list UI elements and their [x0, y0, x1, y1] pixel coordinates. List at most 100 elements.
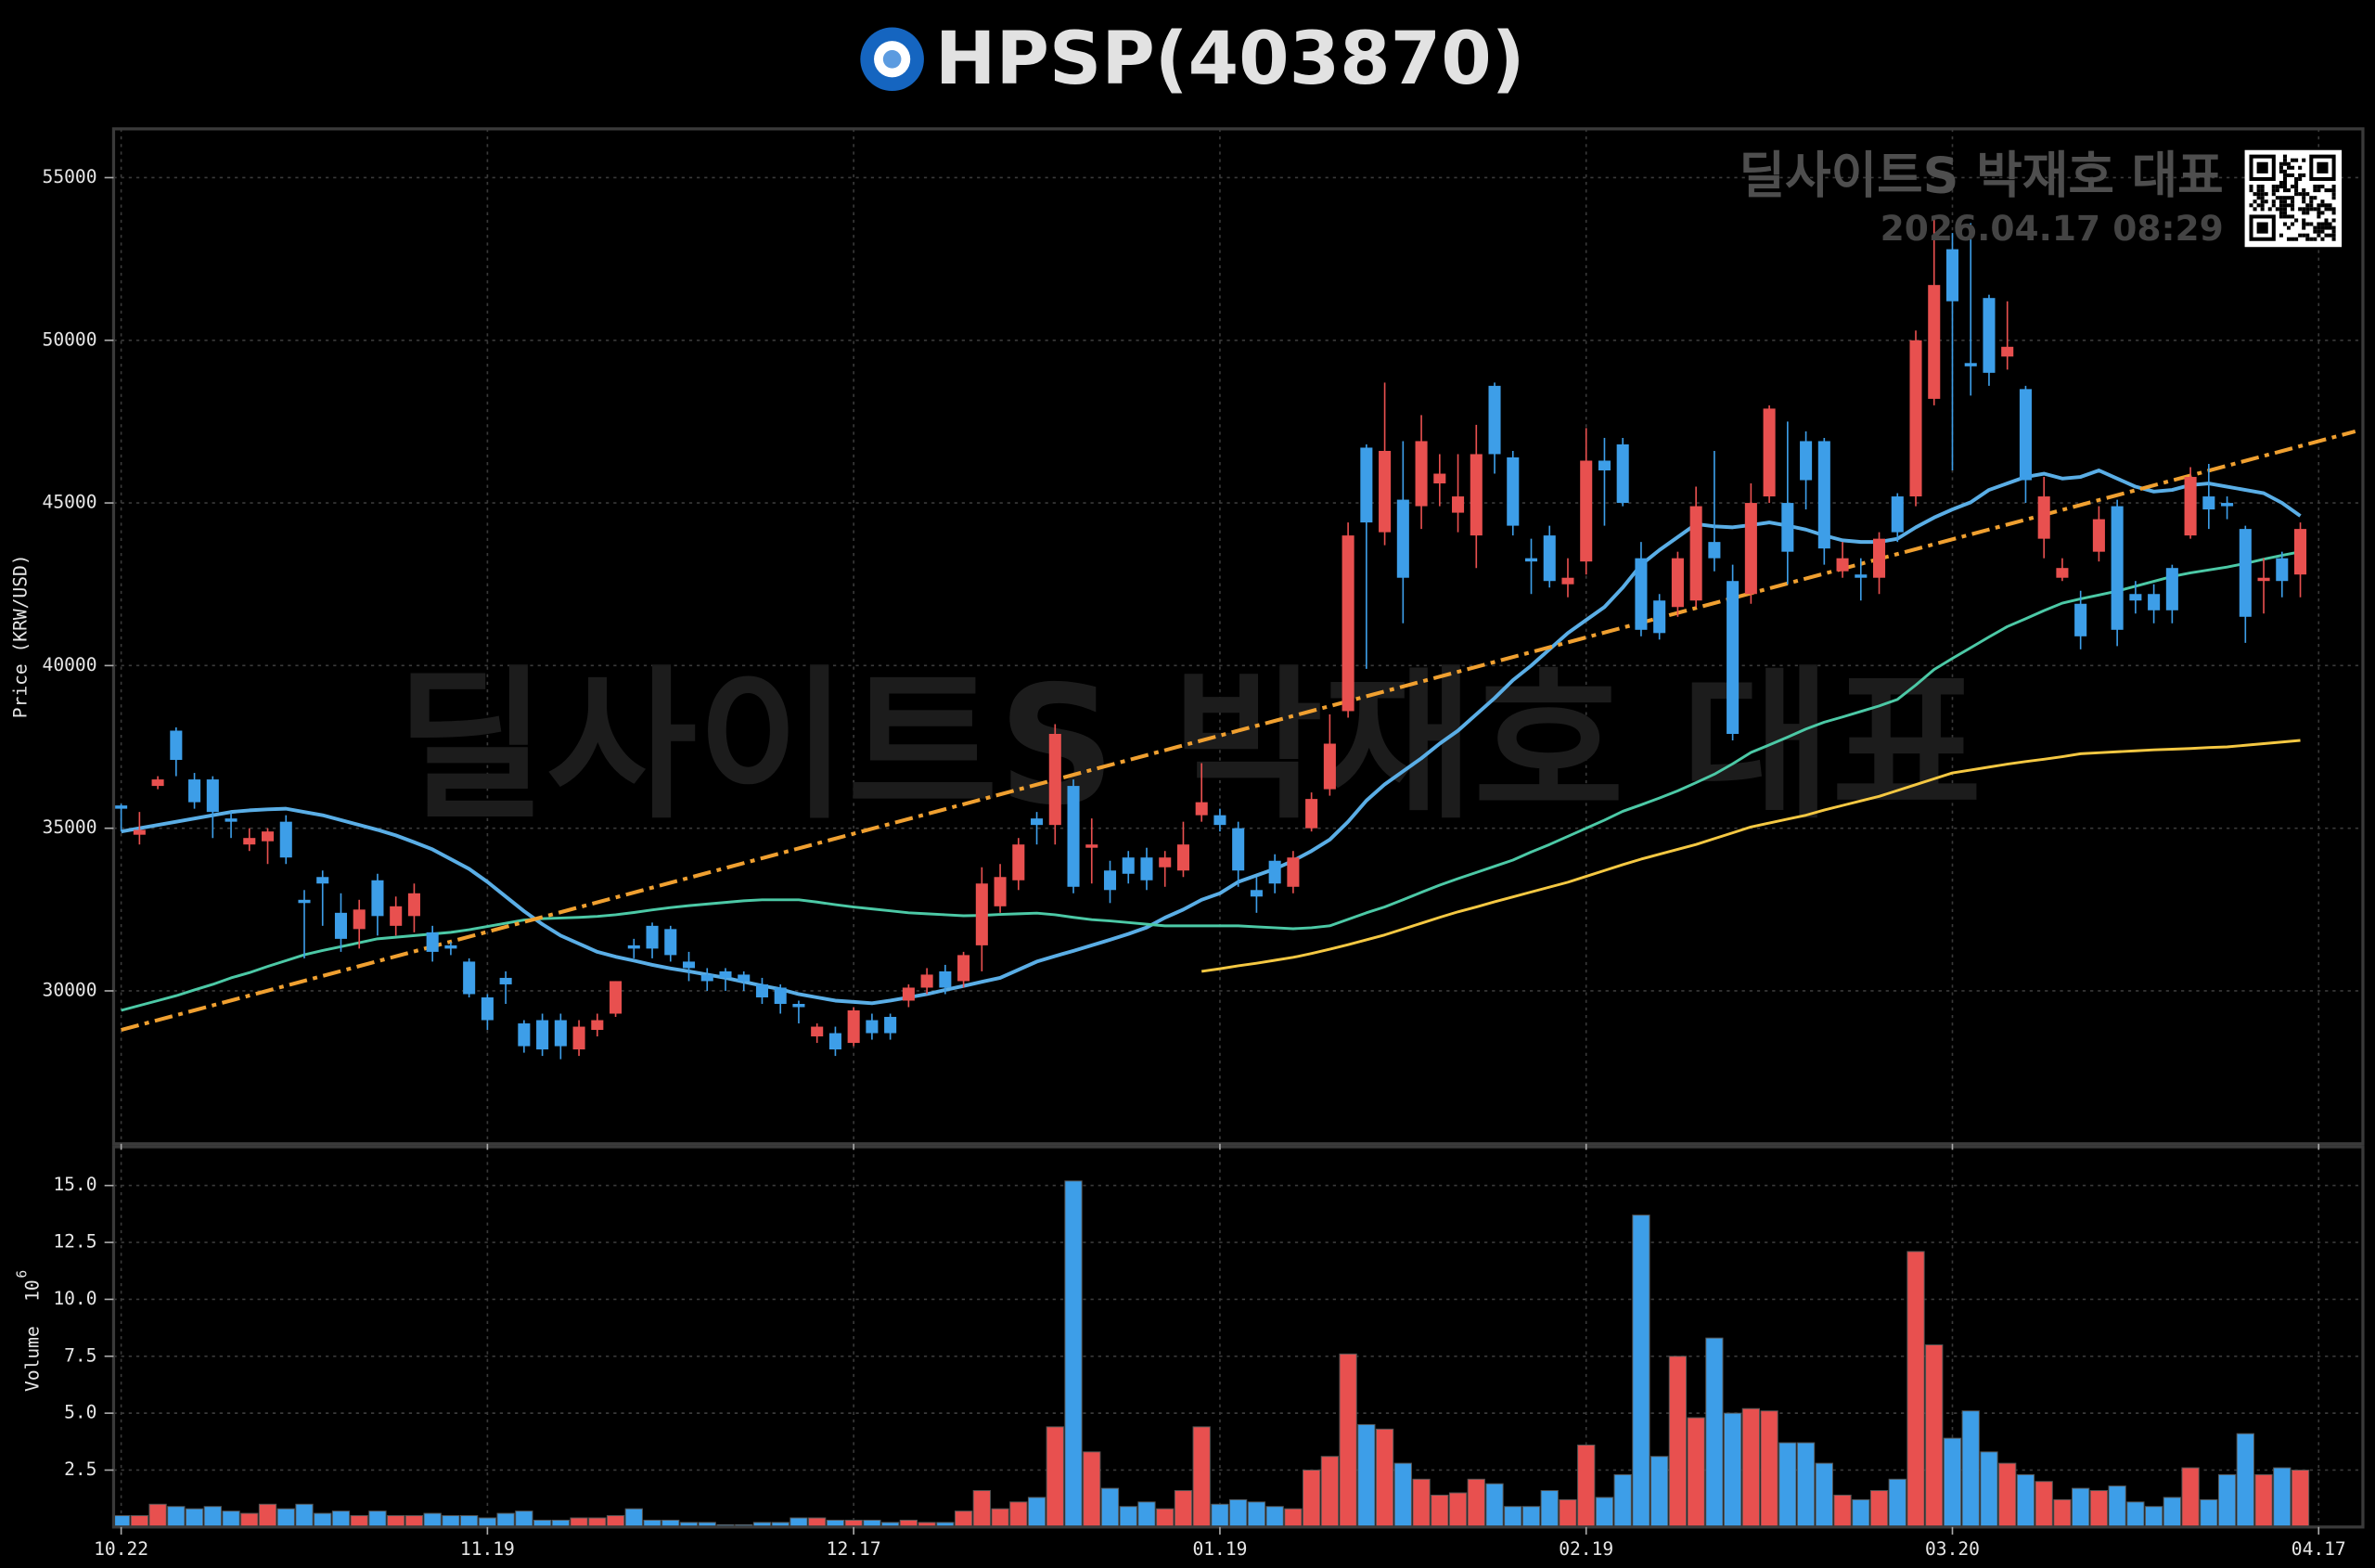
qr-module — [2282, 211, 2287, 215]
volume-bar — [1247, 1501, 1266, 1528]
qr-module — [2279, 203, 2283, 208]
qr-module — [2282, 176, 2287, 181]
qr-module — [2282, 173, 2287, 177]
qr-module — [2279, 196, 2283, 200]
qr-module — [2305, 192, 2310, 197]
candle-body — [2037, 496, 2050, 539]
volume-bar — [2236, 1433, 2254, 1528]
volume-bar — [460, 1515, 479, 1528]
qr-module — [2331, 188, 2336, 193]
volume-axis-label: Volume — [21, 1326, 43, 1392]
volume-tick-label: 12.5 — [53, 1231, 96, 1253]
volume-bar — [1229, 1498, 1248, 1528]
volume-bar — [423, 1512, 442, 1528]
trendline — [121, 429, 2356, 1033]
moving-average — [1200, 739, 2301, 973]
candle-body — [2074, 603, 2087, 636]
qr-module — [2286, 173, 2292, 177]
candle-body — [1360, 447, 1373, 523]
candle-body — [1176, 844, 1189, 871]
volume-bar — [1613, 1473, 1632, 1528]
qr-module — [2324, 207, 2329, 212]
volume-bar — [1998, 1462, 2017, 1528]
volume-frame — [111, 1145, 2365, 1529]
candle-body — [994, 877, 1007, 906]
qr-module — [2256, 185, 2261, 189]
candle-body — [1817, 441, 1830, 549]
volume-bar — [185, 1508, 204, 1528]
qr-module — [2302, 211, 2306, 215]
candle-body — [1342, 535, 1354, 712]
qr-module — [2275, 196, 2279, 200]
qr-module — [2324, 225, 2329, 230]
volume-bar — [1650, 1456, 1669, 1528]
candle-body — [407, 893, 420, 917]
qr-module — [2313, 196, 2317, 200]
qr-module — [2294, 185, 2299, 189]
qr-module — [2279, 161, 2283, 166]
volume-bar — [2072, 1487, 2090, 1528]
volume-bar — [1448, 1492, 1468, 1528]
qr-module — [2331, 229, 2336, 234]
volume-bar — [404, 1515, 424, 1528]
qr-module — [2298, 192, 2303, 197]
qr-module — [2328, 222, 2332, 226]
candle-body — [518, 1023, 531, 1047]
qr-module — [2317, 214, 2321, 219]
qr-module — [2331, 207, 2336, 212]
qr-module — [2294, 237, 2299, 241]
qr-finder — [2256, 222, 2268, 234]
qr-module — [2282, 154, 2287, 159]
qr-module — [2302, 233, 2306, 238]
candle-body — [1067, 786, 1080, 887]
candle-body — [902, 987, 915, 1001]
qr-module — [2302, 196, 2306, 200]
candle-body — [170, 730, 183, 761]
y-axis-label: Price (KRW/USD) — [9, 554, 31, 718]
volume-bar — [1100, 1487, 1120, 1528]
qr-module — [2291, 222, 2295, 226]
volume-bar — [111, 1515, 131, 1528]
candle-body — [828, 1033, 841, 1050]
qr-module — [2291, 207, 2295, 212]
candle-body — [298, 899, 311, 904]
candle-body — [1800, 441, 1813, 481]
candle-body — [1012, 844, 1025, 880]
volume-bar — [167, 1506, 186, 1528]
candle-body — [1140, 857, 1153, 880]
volume-bar — [1412, 1478, 1431, 1528]
volume-bar — [1467, 1478, 1485, 1528]
qr-module — [2320, 211, 2325, 215]
candle-body — [261, 831, 275, 842]
qr-module — [2291, 158, 2295, 162]
volume-bar — [1192, 1426, 1211, 1528]
qr-module — [2328, 233, 2332, 238]
volume-bar — [972, 1490, 991, 1528]
logo — [860, 27, 924, 92]
qr-module — [2282, 207, 2287, 212]
qr-module — [2291, 165, 2295, 170]
qr-module — [2302, 225, 2306, 230]
qr-module — [2279, 169, 2283, 174]
timestamp: 2026.04.17 08:29 — [1881, 208, 2224, 249]
volume-bar — [240, 1512, 259, 1528]
watermark-small: 딜사이트S 박재호 대표 — [1739, 146, 2223, 204]
candle-body — [1708, 542, 1721, 559]
volume-bar — [1632, 1215, 1650, 1528]
qr-module — [2320, 237, 2325, 241]
volume-bar — [606, 1515, 625, 1528]
qr-module — [2320, 229, 2325, 234]
candle-body — [1213, 815, 1226, 826]
candle-body — [1744, 503, 1757, 595]
moving-average — [121, 550, 2301, 1012]
qr-module — [2305, 211, 2310, 215]
y-tick-label: 55000 — [43, 166, 97, 187]
qr-module — [2282, 188, 2287, 193]
volume-bar — [1303, 1469, 1321, 1528]
qr-module — [2305, 222, 2310, 226]
qr-module — [2317, 222, 2321, 226]
candle-body — [1305, 799, 1318, 829]
qr-module — [2282, 222, 2287, 226]
candle-body — [1159, 857, 1172, 868]
qr-module — [2282, 196, 2287, 200]
